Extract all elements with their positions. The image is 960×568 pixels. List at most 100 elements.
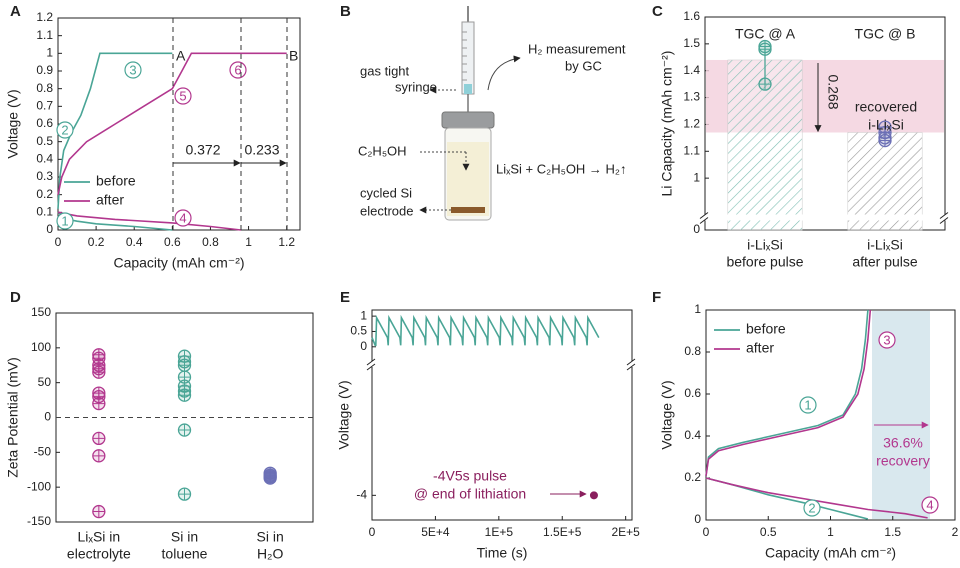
x-tick-label: before pulse — [726, 254, 803, 270]
line-series — [371, 314, 600, 347]
label: electrode — [360, 203, 413, 218]
step-marker — [229, 61, 247, 79]
point-cross — [879, 134, 891, 147]
x-tick-label: 0.6 — [164, 235, 181, 249]
y-axis-label: Voltage (V) — [336, 380, 352, 449]
y-tick-label: -50 — [34, 445, 52, 459]
x-tick-label: 0 — [369, 525, 376, 539]
x-tick-label: 1 — [245, 235, 252, 249]
step-label: 1 — [61, 213, 68, 228]
legend-label: before — [96, 173, 136, 189]
step-label: 3 — [883, 332, 890, 347]
x-tick-label: 0 — [55, 235, 62, 249]
data-point — [92, 504, 106, 519]
data-point — [263, 471, 277, 485]
y-tick-label: 0.5 — [36, 134, 53, 148]
annotation: TGC @ B — [855, 26, 916, 42]
step-marker — [56, 212, 74, 230]
step-marker — [124, 61, 142, 79]
axis-break — [699, 214, 951, 221]
y-axis-label: Zeta Potential (mV) — [5, 357, 21, 478]
y-tick-label: 100 — [31, 340, 51, 354]
x-tick-label: 2E+5 — [611, 525, 640, 539]
panel-letter: C — [652, 3, 663, 20]
y-tick-label: 0 — [693, 222, 700, 236]
point-cross — [92, 449, 105, 462]
x-tick-label: 1E+5 — [485, 525, 514, 539]
step-label: 1 — [804, 397, 811, 412]
annotation: TGC @ A — [735, 26, 796, 42]
step-marker — [803, 499, 821, 517]
step-label: 2 — [61, 122, 68, 137]
syringe-scale — [462, 31, 467, 81]
label: H₂ measurement — [528, 41, 626, 56]
point-cross — [178, 488, 191, 501]
x-tick-label: 0.4 — [126, 235, 143, 249]
break-mark — [939, 212, 949, 224]
y-tick-label: 1.6 — [683, 9, 700, 23]
x-tick-label: 2 — [952, 525, 959, 539]
y-tick-label: 1.1 — [683, 143, 700, 157]
annotation: 0.233 — [244, 142, 279, 158]
y-tick-label: 1.2 — [683, 117, 700, 131]
y-tick-label: 0 — [360, 339, 367, 353]
data-point — [177, 423, 192, 437]
annotation: i-LiₓSi — [868, 117, 904, 133]
step-marker — [174, 209, 192, 227]
x-tick-label: 0.5 — [760, 525, 777, 539]
y-tick-label: 1 — [693, 170, 700, 184]
y-tick-label: 50 — [38, 375, 52, 389]
y-tick-label: 0 — [44, 410, 51, 424]
panel-letter: F — [652, 289, 661, 306]
pointer — [487, 55, 521, 91]
x-tick-label: after pulse — [852, 254, 918, 270]
y-tick-label: 0.4 — [684, 428, 701, 442]
y-tick-label: 0 — [46, 222, 53, 236]
x-tick-label: Si in — [257, 529, 284, 545]
break-mark — [699, 212, 709, 224]
panel-letter: E — [340, 289, 350, 306]
data-point — [92, 449, 106, 463]
label: cycled Si — [360, 185, 412, 200]
y-tick-label: -150 — [27, 514, 51, 528]
axis-break — [366, 361, 638, 367]
step-marker — [878, 331, 896, 349]
y-tick-label: 1.2 — [36, 10, 53, 24]
step-label: 5 — [179, 88, 186, 103]
step-label: 2 — [808, 500, 815, 515]
step-label: 6 — [234, 62, 241, 77]
point-cross — [178, 424, 191, 437]
annotation: B — [289, 48, 298, 64]
point-cross — [759, 78, 771, 91]
y-tick-label: 0.8 — [684, 344, 701, 358]
electrode — [451, 207, 485, 213]
legend-label: after — [746, 340, 774, 356]
x-axis-label: Capacity (mAh cm⁻²) — [113, 255, 244, 271]
data-point — [92, 431, 106, 446]
data-point — [92, 365, 106, 379]
y-tick-label: 0.5 — [350, 324, 367, 338]
y-axis-label: Li Capacity (mAh cm⁻²) — [659, 51, 675, 197]
y-tick-label: 0.7 — [36, 99, 53, 113]
x-tick-label: electrolyte — [67, 546, 131, 562]
data-point — [92, 396, 106, 411]
data-point — [177, 487, 192, 501]
legend-label: after — [96, 192, 124, 208]
point-cross — [178, 359, 191, 372]
step-label: 4 — [926, 497, 933, 512]
y-tick-label: 0.8 — [36, 81, 53, 95]
y-tick-label: 0.6 — [36, 116, 53, 130]
x-tick-label: 0.8 — [202, 235, 219, 249]
break-mark — [626, 358, 636, 371]
data-point — [878, 133, 892, 148]
x-tick-label: 1.2 — [278, 235, 295, 249]
step-marker — [174, 87, 192, 105]
y-tick-label: 1.4 — [683, 63, 700, 77]
line-series — [705, 309, 869, 520]
annotation: -4V5s pulse — [433, 468, 507, 484]
point-cross — [759, 40, 771, 53]
vial-cap — [441, 111, 495, 129]
annotation: 0.268 — [825, 74, 841, 109]
plot-frame — [704, 16, 946, 231]
